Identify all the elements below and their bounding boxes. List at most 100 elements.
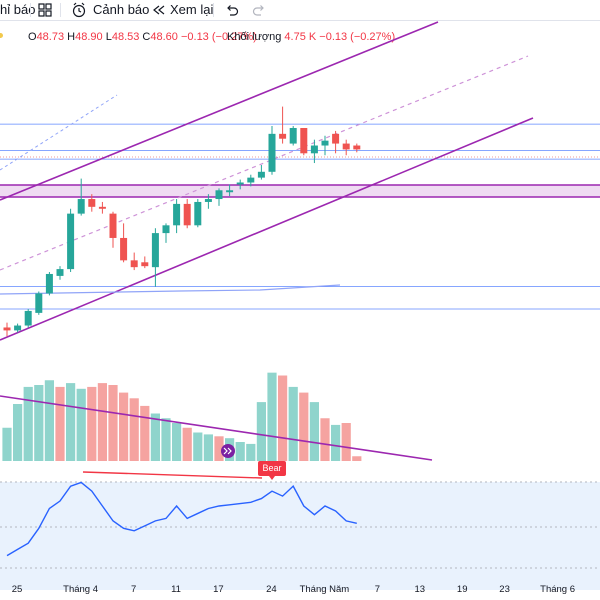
volume-bar [150,413,160,461]
alert-button[interactable]: Cảnh báo [93,2,150,17]
candle-body [332,133,340,144]
channel-lower-line[interactable] [0,117,534,341]
candle-body [268,133,276,172]
candle-body [24,310,32,326]
bear-divergence-badge[interactable]: Bear [258,461,286,480]
volume-bar [76,388,86,461]
candle-body [279,133,287,139]
volume-bar [66,383,76,461]
candle-body [162,225,170,234]
toolbar-divider [213,3,214,17]
volume-bar [119,392,129,461]
volume-bar [87,386,97,461]
volume-bar [13,404,23,461]
volume-bar [256,402,266,461]
rsi-line [6,481,357,557]
support-zone [0,185,600,197]
candle-body [236,182,244,185]
candle-body [3,327,11,331]
volume-bar [44,380,54,461]
candle-body [120,237,128,261]
volume-bar [352,456,362,461]
candle-body [141,262,149,267]
volume-bar [55,386,65,461]
volume-bar [129,398,139,461]
candle-body [14,325,22,331]
indicators-grid-icon[interactable] [36,0,54,20]
x-axis-tick-label: 11 [171,584,181,595]
replay-icon[interactable] [150,0,168,20]
volume-bar [182,427,192,461]
legend-close: 48.60 [150,31,178,43]
candle-body [310,145,318,154]
legend-volume-value: 4.75 K [284,31,317,43]
redo-icon[interactable] [250,0,268,20]
candle-body [77,199,85,214]
candle-body [56,269,64,276]
volume-bar [288,386,298,461]
volume-bar [172,423,182,461]
x-axis-tick-label: 25 [12,584,23,595]
legend-high: 48.90 [75,31,103,43]
indicators-button[interactable]: hỉ báo [0,2,36,17]
volume-bar [23,386,33,461]
toolbar-divider [30,3,31,17]
candle-body [204,199,212,202]
candle-body [109,213,117,238]
x-axis-tick-label: 19 [457,584,468,595]
candle-body [183,203,191,226]
candle-body [257,171,265,178]
channel-upper-line[interactable] [0,21,439,201]
candle-body [130,260,138,268]
candle-body [35,293,43,313]
x-axis-tick-label: Tháng 6 [540,584,575,595]
candle-body [321,140,329,146]
volume-bar [108,385,118,461]
x-axis-tick-label: 7 [375,584,380,595]
volume-bar [140,405,150,461]
replay-button[interactable]: Xem lại [170,2,214,17]
volume-bar [341,423,351,461]
candlestick-series [3,106,361,337]
undo-icon[interactable] [223,0,241,20]
chart-toolbar: hỉ báo Cảnh báo Xem lại [0,0,600,21]
candle-body [88,199,96,207]
candle-body [342,143,350,150]
replay-marker-icon[interactable] [221,444,235,458]
alert-icon[interactable] [70,0,88,20]
x-axis-tick-label: Tháng Năm [300,584,350,595]
candle-body [226,190,234,193]
x-axis-tick-label: 24 [266,584,277,595]
volume-bar [309,402,319,461]
channel-mid-line[interactable] [0,55,529,271]
candle-body [353,145,361,150]
toolbar-divider [60,3,61,17]
volume-bar [97,383,107,461]
legend-low: 48.53 [111,31,140,43]
volume-bar [320,418,330,461]
candle-body [67,213,75,270]
candle-body [300,128,308,154]
status-dot [0,33,3,38]
candle-body [247,177,255,183]
candle-body [173,203,181,226]
volume-bar [331,424,341,461]
candle-body [194,201,202,226]
moving-average-line [0,284,341,295]
volume-bar [161,418,171,461]
legend-open: 48.73 [36,31,65,43]
volume-trend-line[interactable] [0,395,433,461]
legend-volume-change: −0.13 (−0.27%) [319,31,396,43]
channel-extension-line [0,94,118,171]
volume-bar [2,427,12,461]
legend-change: −0.13 (−0.27%) [180,31,257,43]
volume-bar [246,443,256,461]
volume-bar [299,392,309,461]
legend-volume: Khối lượng 4.75 K −0.13 (−0.27%) [227,31,396,43]
volume-bar [34,385,44,461]
divergence-line[interactable] [82,471,263,479]
x-axis-tick-label: Tháng 4 [63,584,98,595]
candle-body [215,190,223,200]
volume-bar [203,434,213,461]
